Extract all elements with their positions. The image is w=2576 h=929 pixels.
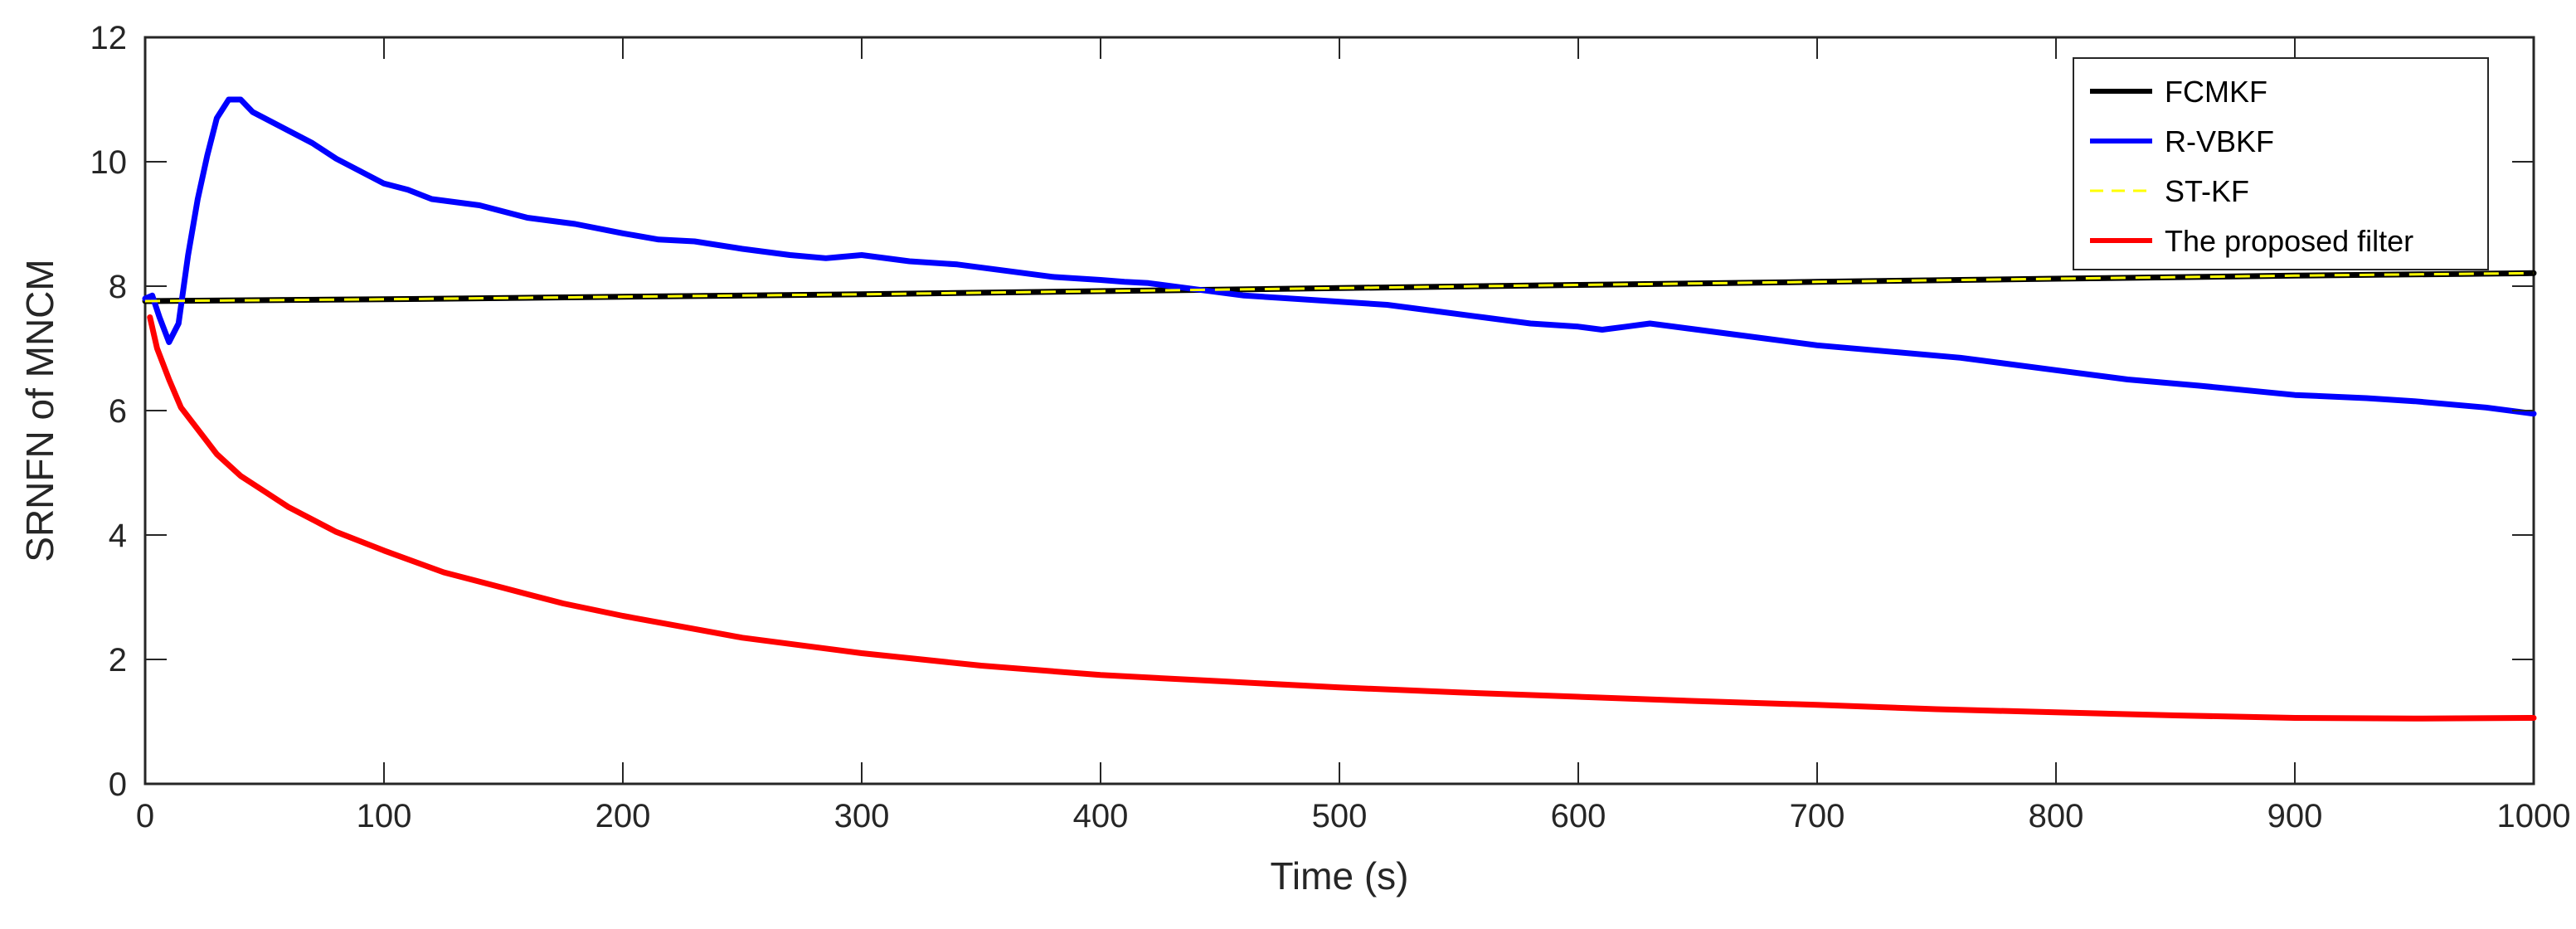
x-axis-title: Time (s) (1271, 854, 1409, 897)
x-tick-label-500: 500 (1312, 798, 1368, 834)
y-tick-label-4: 4 (109, 518, 127, 554)
legend-label-st-kf: ST-KF (2165, 174, 2249, 208)
x-tick-label-400: 400 (1073, 798, 1129, 834)
x-tick-label-700: 700 (1790, 798, 1845, 834)
x-tick-label-200: 200 (595, 798, 651, 834)
y-tick-label-2: 2 (109, 642, 127, 679)
ticks-layer: 0 100 200 300 400 500 600 700 800 900 1000 0 2 4 6 8 10 1… (90, 20, 2571, 834)
legend-label-r-vbkf: R-VBKF (2165, 124, 2274, 158)
x-tick-label-600: 600 (1551, 798, 1606, 834)
x-tick-label-1000: 1000 (2497, 798, 2571, 834)
series-line-r-vbkf (142, 96, 2537, 417)
legend: FCMKF R-VBKF ST-KF The proposed filter (2073, 57, 2489, 270)
series-line-st-kf (144, 271, 2535, 303)
y-tick-label-10: 10 (90, 144, 128, 181)
y-tick-label-12: 12 (90, 20, 128, 56)
x-tick-label-800: 800 (2029, 798, 2084, 834)
y-tick-label-0: 0 (109, 766, 127, 803)
x-tick-label-900: 900 (2267, 798, 2323, 834)
legend-label-fcmkf: FCMKF (2165, 75, 2267, 109)
y-tick-label-6: 6 (109, 393, 127, 430)
series-layer (142, 96, 2537, 722)
y-axis-title: SRNFN of MNCM (18, 259, 61, 562)
legend-label-proposed-filter: The proposed filter (2165, 224, 2413, 258)
x-tick-label-100: 100 (357, 798, 412, 834)
series-line-the-proposed-filter (147, 314, 2537, 722)
x-tick-label-0: 0 (136, 798, 154, 834)
x-tick-label-300: 300 (834, 798, 890, 834)
y-tick-label-8: 8 (109, 269, 127, 305)
